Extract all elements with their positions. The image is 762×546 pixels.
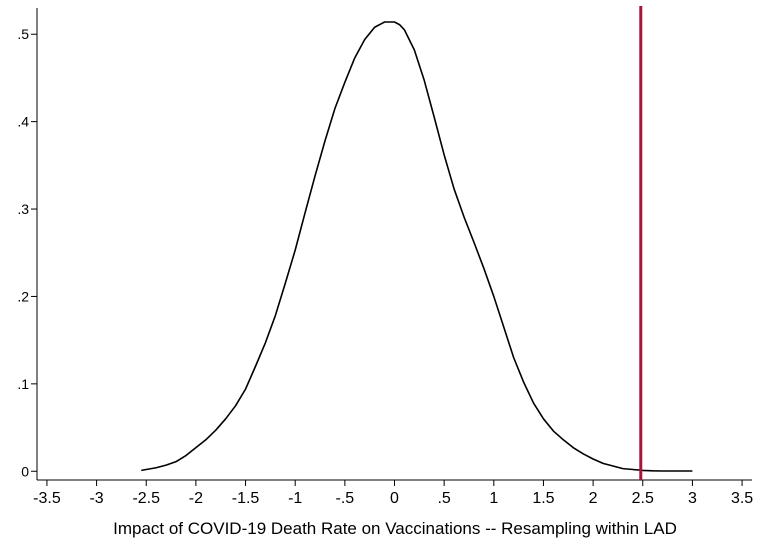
x-tick-label: 2 (589, 490, 598, 507)
x-axis-label: Impact of COVID-19 Death Rate on Vaccina… (113, 519, 677, 538)
y-tick-label: 0 (21, 463, 29, 479)
x-tick-label: -3.5 (33, 490, 61, 507)
x-tick-label: 3 (688, 490, 697, 507)
density-curve-line (141, 21, 693, 472)
x-tick-label: 0 (390, 490, 399, 507)
x-tick-label: -3 (89, 490, 103, 507)
x-tick-label: 1 (489, 490, 498, 507)
x-tick-label: .5 (437, 490, 450, 507)
y-tick-label: .1 (17, 376, 29, 392)
y-tick-label: .5 (17, 26, 29, 42)
axes: 0 .1 .2 .3 .4 .5 -3.5 -3 -2.5 -2 -1.5 -1 -.5 0 .5 1 1.5 2… (17, 8, 753, 507)
x-tick-label: -1 (288, 490, 302, 507)
y-tick-label: .2 (17, 288, 29, 304)
x-tick-label: -1.5 (232, 490, 260, 507)
y-tick-label: .3 (17, 201, 29, 217)
x-tick-label: 3.5 (731, 490, 753, 507)
x-tick-label: -.5 (336, 490, 355, 507)
x-tick-label: 2.5 (632, 490, 654, 507)
x-tick-label: -2.5 (132, 490, 160, 507)
x-tick-label: -2 (189, 490, 203, 507)
x-tick-label: 1.5 (532, 490, 554, 507)
density-curves (141, 21, 693, 472)
y-tick-label: .4 (17, 114, 29, 130)
